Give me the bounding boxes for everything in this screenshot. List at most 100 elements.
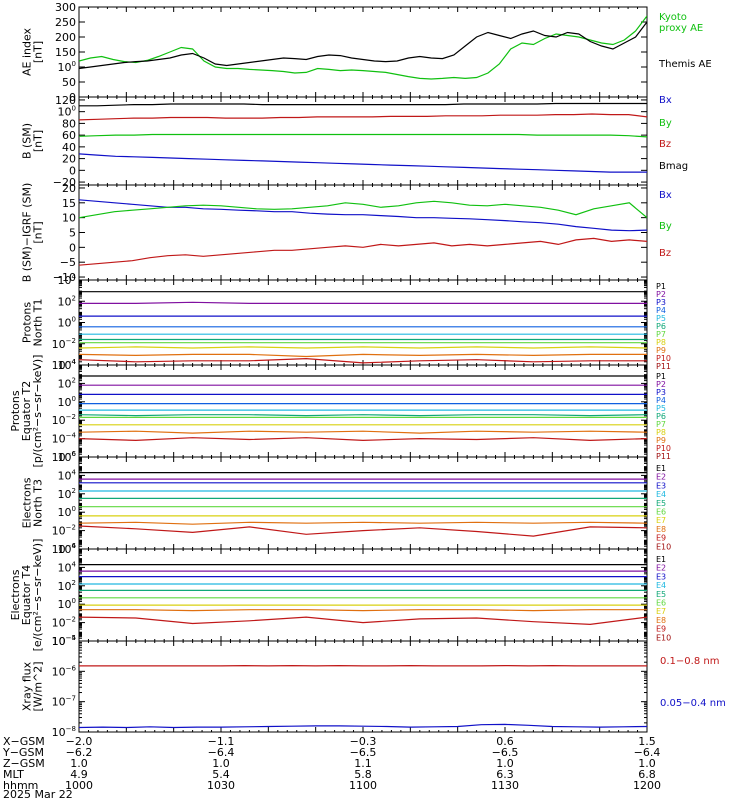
- legend-entry: Bx: [659, 95, 672, 106]
- y-axis-label: Xray flux[W/m^2]: [21, 661, 45, 711]
- legend-entry: E4: [656, 581, 666, 590]
- y-tick-label: 0: [69, 164, 76, 177]
- series-line-p8: [79, 347, 647, 348]
- ephemeris-value: 1200: [633, 779, 661, 792]
- series-line-p2: [79, 302, 647, 303]
- series-line-kyoto-proxy-ae: [79, 16, 647, 79]
- legend-entry: E9: [656, 625, 666, 634]
- legend-entry: By: [659, 221, 672, 232]
- legend-entry: E6: [656, 508, 666, 517]
- y-tick-label: 10−2: [52, 337, 76, 351]
- y-tick-label: 20: [62, 182, 76, 195]
- legend-entry: E10: [656, 633, 671, 642]
- legend-entry: E2: [656, 473, 666, 482]
- legend-entry: E5: [656, 590, 666, 599]
- y-tick-label: 15: [62, 197, 76, 210]
- y-axis-label-line: [p/(cm²−s−sr−keV)]: [31, 355, 44, 468]
- legend-entry: E2: [656, 564, 666, 573]
- y-tick-label: 102: [58, 376, 76, 390]
- y-axis-label: ElectronsEquator T4[e/(cm²−s−sr−keV)]: [9, 539, 44, 652]
- series-line-e8: [79, 522, 647, 524]
- series-line-themis-ae: [79, 22, 647, 69]
- y-axis-label: ElectronsNorth T3: [21, 477, 45, 528]
- legend-entry: E9: [656, 534, 666, 543]
- y-axis-label: ProtonsEquator T2[p/(cm²−s−sr−keV)]: [9, 355, 44, 468]
- legend-entry: E1: [656, 464, 666, 473]
- panel-frame: [79, 280, 647, 365]
- legend-entry: E10: [656, 542, 671, 551]
- y-tick-label: 102: [58, 579, 76, 593]
- y-tick-label: 106: [58, 450, 77, 464]
- y-tick-label: 10−4: [52, 432, 77, 446]
- legend-entry: By: [659, 118, 672, 129]
- legend-entry: E3: [656, 572, 666, 581]
- y-tick-label: 104: [58, 468, 77, 482]
- series-group: [79, 376, 647, 440]
- series-group: [79, 200, 647, 265]
- legend-entry: Bx: [659, 190, 672, 201]
- y-axis-label: B (SM)[nT]: [21, 123, 45, 159]
- legend-entry: 0.05−0.4 nm: [660, 698, 726, 709]
- legend-entry: E5: [656, 499, 666, 508]
- series-group: [79, 16, 647, 79]
- ephemeris-value: 1100: [349, 779, 377, 792]
- legend-entry: P11: [656, 452, 671, 461]
- y-tick-label: 40: [62, 141, 76, 154]
- series-line-by: [79, 135, 647, 137]
- y-tick-label: 100: [58, 597, 76, 611]
- y-axis-label-line: [nT]: [32, 130, 45, 152]
- y-axis-label-line: [nT]: [32, 41, 45, 63]
- y-tick-label: 0: [69, 241, 76, 254]
- y-axis-label-line: [W/m^2]: [32, 661, 45, 711]
- y-tick-label: 10−7: [52, 695, 76, 709]
- series-line-bz: [79, 114, 647, 120]
- y-tick-label: 60: [62, 129, 76, 142]
- legend-entry: E7: [656, 516, 666, 525]
- y-tick-label: 104: [58, 560, 77, 574]
- series-line-p9: [79, 431, 647, 433]
- y-tick-label: 20: [62, 153, 76, 166]
- y-tick-label: 10−6: [52, 664, 77, 678]
- series-line-bz: [79, 238, 647, 265]
- panel-frame: [79, 365, 647, 457]
- panel-frame: [79, 549, 647, 641]
- series-line-e8: [79, 610, 647, 611]
- y-tick-label: 300: [55, 1, 76, 14]
- legend-entry: proxy AE: [659, 23, 703, 34]
- panel-frame: [79, 457, 647, 549]
- legend-entry: Themis AE: [658, 59, 712, 70]
- legend-entry: E8: [656, 525, 666, 534]
- y-axis-label: B (SM)−IGRF (SM)[nT]: [21, 183, 45, 283]
- panel-frame: [79, 97, 647, 185]
- y-tick-label: 50: [62, 76, 76, 89]
- series-line-bx: [79, 154, 647, 172]
- y-tick-label: 150: [55, 46, 76, 59]
- series-line-e9: [79, 617, 647, 624]
- y-tick-label: 10: [62, 212, 76, 225]
- series-group: [79, 473, 647, 536]
- legend-entry: E4: [656, 490, 666, 499]
- y-tick-label: 100: [58, 60, 76, 74]
- series-group: [79, 666, 647, 728]
- y-tick-label: 104: [58, 358, 77, 372]
- ephemeris-value: 1130: [491, 779, 519, 792]
- legend-entry: Bz: [659, 248, 671, 259]
- y-tick-label: 102: [58, 294, 76, 308]
- legend-entry: E8: [656, 616, 666, 625]
- series-line-p10: [79, 438, 647, 441]
- y-tick-label: 5: [69, 227, 76, 240]
- series-line-p9: [79, 354, 647, 356]
- ephemeris-value: 1030: [207, 779, 235, 792]
- y-tick-label: 10−2: [52, 413, 76, 427]
- legend-entry: Bmag: [659, 161, 688, 172]
- legend-entry: P11: [656, 362, 671, 371]
- y-axis-label-line: [e/(cm²−s−sr−keV)]: [31, 539, 44, 652]
- y-tick-label: 120: [55, 94, 76, 107]
